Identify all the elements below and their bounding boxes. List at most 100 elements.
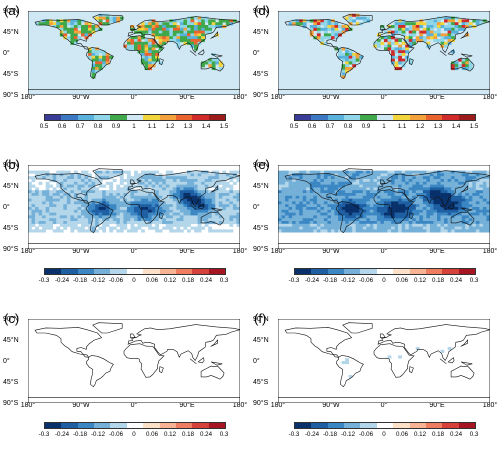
grid-cell [345, 176, 349, 180]
grid-cell [77, 215, 82, 219]
grid-cell [95, 212, 99, 216]
grid-cell [88, 201, 92, 205]
grid-cell [331, 179, 335, 183]
grid-cell [45, 184, 50, 188]
grid-cell [384, 176, 388, 180]
grid-cell [183, 218, 188, 222]
grid-cell [288, 190, 293, 194]
grid-cell [28, 221, 32, 225]
grid-cell [102, 55, 107, 59]
colorbar-tick-label: 0.18 [431, 277, 445, 284]
grid-cell [295, 190, 300, 194]
grid-cell [309, 223, 314, 227]
grid-cell [45, 218, 50, 222]
grid-cell [465, 22, 470, 26]
grid-cell [405, 173, 410, 177]
grid-cell [334, 218, 339, 222]
grid-cell [162, 33, 167, 37]
grid-cell [81, 190, 85, 194]
grid-cell [479, 223, 484, 227]
grid-cell [137, 27, 142, 31]
grid-cell [42, 173, 46, 177]
grid-cell [451, 33, 455, 37]
grid-cell [169, 204, 174, 208]
grid-cell [422, 173, 427, 177]
grid-cell [109, 218, 114, 222]
grid-cell [59, 173, 64, 177]
grid-cell [49, 221, 54, 225]
grid-cell [454, 201, 459, 205]
grid-cell [458, 226, 463, 230]
grid-cell [454, 179, 459, 183]
grid-cell [134, 190, 138, 194]
grid-cell [155, 229, 160, 233]
grid-cell [169, 25, 174, 29]
grid-cell [465, 33, 470, 37]
grid-cell [105, 55, 110, 59]
grid-cell [306, 181, 311, 185]
grid-cell [345, 50, 349, 54]
grid-cell [422, 22, 427, 26]
grid-cell [165, 184, 170, 188]
grid-cell [408, 184, 413, 188]
grid-cell [45, 22, 50, 26]
grid-cell [327, 179, 332, 183]
grid-cell [405, 190, 410, 194]
grid-cell [197, 170, 202, 174]
grid-cell [299, 187, 304, 191]
grid-cell [155, 22, 160, 26]
grid-cell [429, 19, 434, 23]
grid-cell [338, 55, 342, 59]
data-grid [341, 347, 452, 379]
grid-cell [77, 218, 82, 222]
grid-cell [366, 190, 371, 194]
grid-cell [391, 170, 395, 174]
grid-cell [320, 173, 325, 177]
grid-cell [215, 187, 220, 191]
grid-cell [401, 229, 406, 233]
grid-cell [194, 229, 198, 233]
grid-cell [394, 198, 399, 202]
grid-cell [394, 218, 399, 222]
grid-cell [292, 209, 296, 213]
grid-cell [56, 207, 61, 211]
grid-cell [194, 181, 198, 185]
grid-cell [444, 44, 448, 48]
grid-cell [98, 193, 103, 197]
grid-cell [49, 179, 54, 183]
grid-cell [398, 30, 402, 34]
grid-cell [405, 226, 410, 230]
grid-cell [331, 187, 335, 191]
grid-cell [398, 173, 402, 177]
grid-cell [49, 201, 54, 205]
colorbar-segment [175, 115, 193, 120]
grid-cell [70, 19, 75, 23]
grid-cell [338, 173, 342, 177]
grid-cell [292, 184, 296, 188]
grid-cell [468, 181, 473, 185]
grid-cell [197, 193, 202, 197]
grid-cell [278, 221, 282, 225]
grid-cell [320, 209, 325, 213]
grid-cell [444, 176, 448, 180]
grid-cell [345, 207, 349, 211]
grid-cell [405, 212, 410, 216]
grid-cell [486, 181, 490, 185]
grid-cell [373, 209, 378, 213]
grid-cell [440, 41, 445, 45]
grid-cell [52, 218, 57, 222]
grid-cell [380, 193, 385, 197]
grid-cell [352, 212, 357, 216]
grid-cell [433, 176, 438, 180]
grid-cell [348, 173, 353, 177]
colorbar-ticks: -0.3 -0.24 -0.18 -0.12 -0.06 0 0.06 0.12 0.18 0.2… [39, 431, 229, 441]
grid-cell [176, 176, 181, 180]
colorbar-tick-label: -0.06 [358, 277, 374, 284]
grid-cell [341, 67, 346, 71]
grid-cell [338, 204, 342, 208]
grid-cell [208, 58, 213, 62]
grid-cell [102, 53, 107, 57]
grid-cell [440, 223, 445, 227]
grid-cell [162, 201, 167, 205]
grid-cell [49, 218, 54, 222]
